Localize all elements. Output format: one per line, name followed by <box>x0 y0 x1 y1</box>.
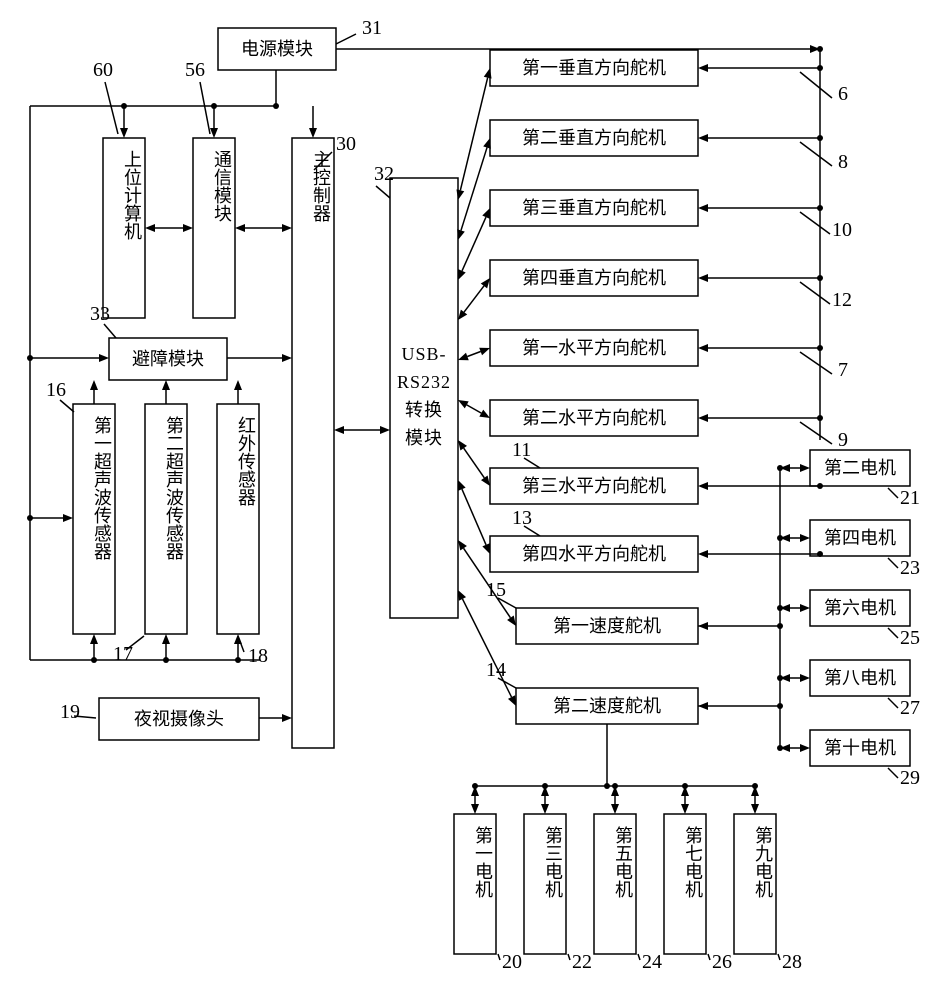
refnum-v2: 8 <box>838 151 848 173</box>
label-h2: 第二水平方向舵机 <box>522 408 666 428</box>
label-us2: 第二超声波传感器 <box>164 416 184 560</box>
label-m5: 第五电机 <box>613 826 633 898</box>
refnum-m10: 29 <box>900 767 920 789</box>
refnum-h4: 13 <box>512 507 532 529</box>
label-s1: 第一速度舵机 <box>553 616 661 636</box>
label-usb-1: RS232 <box>397 372 451 392</box>
refnum-m4: 23 <box>900 557 920 579</box>
refnum-avoid: 33 <box>90 303 110 325</box>
refnum-v4: 12 <box>832 289 852 311</box>
refnum-main: 30 <box>336 133 356 155</box>
refnum-comm: 56 <box>185 59 205 81</box>
refnum-cam: 19 <box>60 701 80 723</box>
refnum-m2: 21 <box>900 487 920 509</box>
block-usb <box>390 178 458 618</box>
label-ir: 红外传感器 <box>236 416 256 506</box>
label-v1: 第一垂直方向舵机 <box>522 58 666 78</box>
label-avoid: 避障模块 <box>132 349 204 369</box>
refnum-h2: 9 <box>838 429 848 451</box>
refnum-v1: 6 <box>838 83 848 105</box>
label-m1: 第一电机 <box>473 826 493 898</box>
refnum-m8: 27 <box>900 697 920 719</box>
label-usb-2: 转换 <box>405 400 443 420</box>
refnum-ir: 18 <box>248 645 268 667</box>
label-comm: 通信模块 <box>212 150 232 222</box>
refnum-v3: 10 <box>832 219 852 241</box>
label-usb-3: 模块 <box>405 428 443 448</box>
refnum-h1: 7 <box>838 359 848 381</box>
block-main <box>292 138 334 748</box>
label-m3: 第三电机 <box>543 826 563 898</box>
refnum-s1: 15 <box>486 579 506 601</box>
refnum-m9: 28 <box>782 951 802 973</box>
refnum-m3: 22 <box>572 951 592 973</box>
refnum-host: 60 <box>93 59 113 81</box>
label-cam: 夜视摄像头 <box>134 709 224 729</box>
refnum-s2: 14 <box>486 659 506 681</box>
label-v2: 第二垂直方向舵机 <box>522 128 666 148</box>
label-power: 电源模块 <box>241 39 313 59</box>
refnum-m5: 24 <box>642 951 662 973</box>
label-usb-0: USB- <box>401 344 446 364</box>
label-v3: 第三垂直方向舵机 <box>522 198 666 218</box>
refnum-m1: 20 <box>502 951 522 973</box>
label-m6: 第六电机 <box>824 598 896 618</box>
label-v4: 第四垂直方向舵机 <box>522 268 666 288</box>
label-m4: 第四电机 <box>824 528 896 548</box>
label-main: 主控制器 <box>311 150 331 222</box>
label-s2: 第二速度舵机 <box>553 696 661 716</box>
label-h4: 第四水平方向舵机 <box>522 544 666 564</box>
label-h1: 第一水平方向舵机 <box>522 338 666 358</box>
label-h3: 第三水平方向舵机 <box>522 476 666 496</box>
refnum-h3: 11 <box>512 439 531 461</box>
refnum-usb: 32 <box>374 163 394 185</box>
refnum-power: 31 <box>362 17 382 39</box>
label-m10: 第十电机 <box>824 738 896 758</box>
label-m9: 第九电机 <box>753 826 773 898</box>
label-m8: 第八电机 <box>824 668 896 688</box>
label-m7: 第七电机 <box>683 826 703 898</box>
label-m2: 第二电机 <box>824 458 896 478</box>
label-us1: 第一超声波传感器 <box>92 416 112 560</box>
refnum-m7: 26 <box>712 951 732 973</box>
refnum-us1: 16 <box>46 379 66 401</box>
refnum-m6: 25 <box>900 627 920 649</box>
label-host: 上位计算机 <box>122 150 142 240</box>
